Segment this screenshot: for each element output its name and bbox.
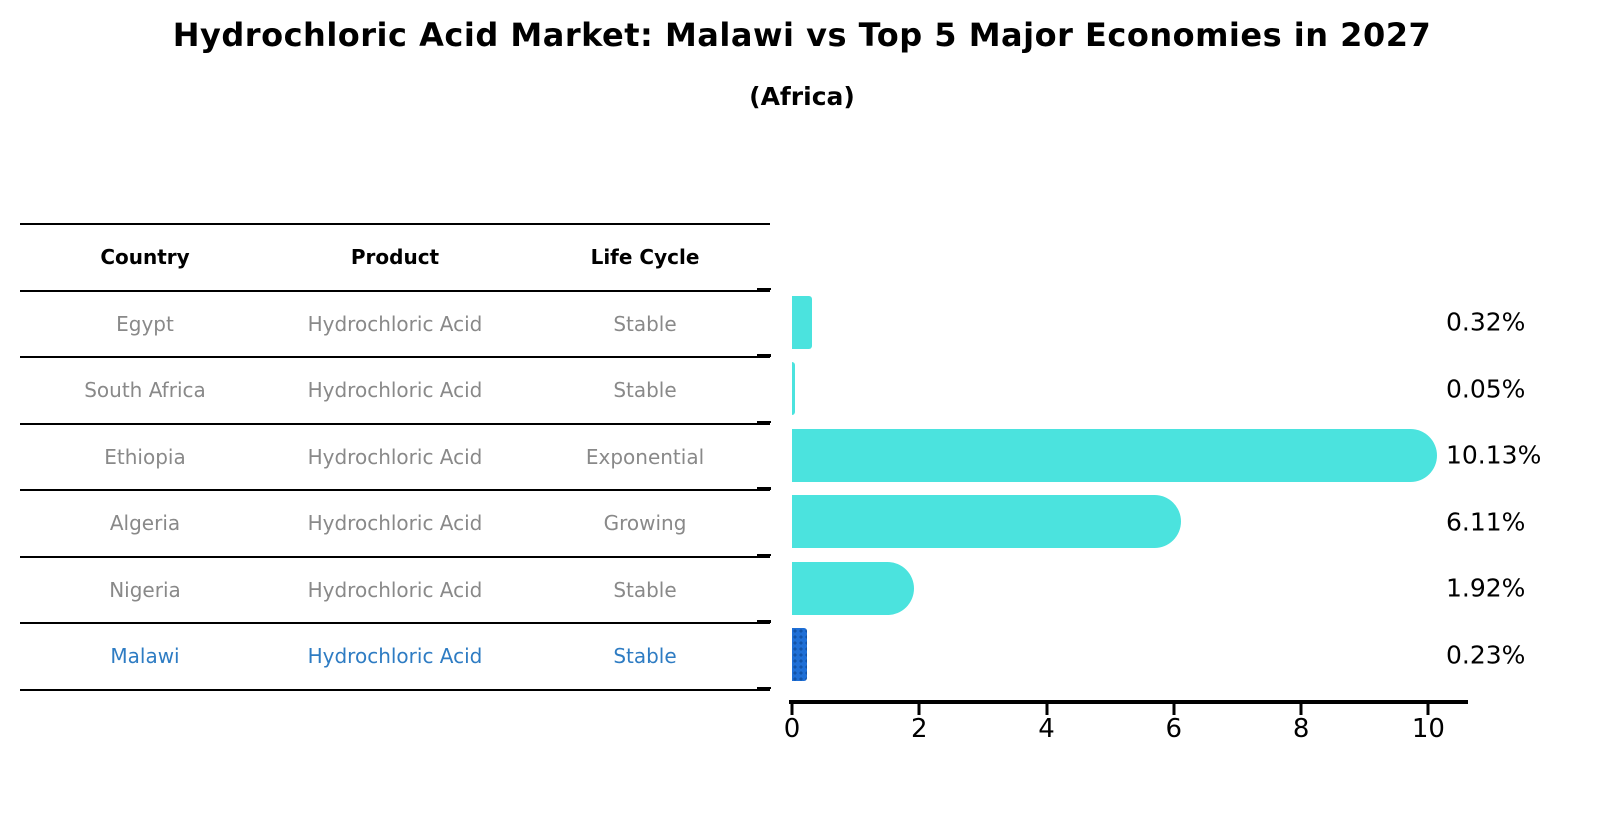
cell-country: Nigeria [109, 577, 181, 602]
table-row: Egypt Hydrochloric Acid Stable [20, 292, 770, 358]
bar-malawi [792, 628, 807, 682]
chart-title: Hydrochloric Acid Market: Malawi vs Top … [172, 16, 1432, 54]
cell-life-cycle: Exponential [585, 444, 705, 469]
header-country: Country [100, 245, 190, 270]
y-axis-tick [757, 620, 771, 623]
x-axis-tick [917, 703, 921, 715]
cell-country: Algeria [109, 511, 181, 536]
x-axis-tick [1172, 703, 1176, 715]
x-axis-tick-label: 8 [1292, 714, 1310, 744]
bar-egypt [792, 295, 813, 349]
cell-product: Hydrochloric Acid [307, 644, 483, 669]
cell-life-cycle: Stable [613, 577, 677, 602]
x-axis-line [789, 700, 1468, 704]
x-axis-tick [1045, 703, 1049, 715]
cell-product: Hydrochloric Acid [307, 378, 483, 403]
cell-product: Hydrochloric Acid [307, 444, 483, 469]
value-label-nigeria: 1.92% [1446, 573, 1526, 603]
y-axis-tick [757, 420, 771, 424]
bar-algeria [792, 495, 1181, 549]
value-label-egypt: 0.32% [1446, 307, 1526, 337]
value-label-malawi: 0.23% [1446, 640, 1526, 670]
y-axis-tick [757, 686, 771, 690]
x-axis-tick [1299, 703, 1303, 715]
chart-subtitle: (Africa) [749, 82, 855, 111]
table-header-row: Country Product Life Cycle [20, 225, 770, 292]
x-axis-tick-label: 0 [783, 714, 801, 744]
bar-nigeria [792, 561, 915, 615]
bar-south-africa [792, 362, 796, 416]
header-life-cycle: Life Cycle [590, 245, 700, 270]
table-row: Ethiopia Hydrochloric Acid Exponential [20, 425, 770, 491]
cell-life-cycle: Stable [613, 644, 677, 669]
value-label-south-africa: 0.05% [1446, 374, 1526, 404]
cell-life-cycle: Growing [603, 511, 687, 536]
y-axis-tick [757, 287, 771, 291]
cell-product: Hydrochloric Acid [307, 311, 483, 336]
cell-product: Hydrochloric Acid [307, 511, 483, 536]
y-axis-tick [757, 553, 771, 557]
x-axis-tick-label: 2 [910, 714, 928, 744]
table-row: Nigeria Hydrochloric Acid Stable [20, 558, 770, 624]
x-axis-tick-label: 6 [1165, 714, 1183, 744]
y-axis-tick [757, 487, 771, 490]
x-axis-tick [790, 703, 794, 715]
country-table: Country Product Life Cycle Egypt Hydroch… [20, 223, 770, 691]
cell-product: Hydrochloric Acid [307, 577, 483, 602]
header-product: Product [350, 245, 440, 270]
cell-country: Egypt [116, 311, 174, 336]
value-label-ethiopia: 10.13% [1446, 440, 1542, 470]
table-row-malawi: Malawi Hydrochloric Acid Stable [20, 624, 770, 691]
bar-ethiopia [792, 428, 1437, 482]
table-row: South Africa Hydrochloric Acid Stable [20, 358, 770, 425]
x-axis-tick [1426, 703, 1430, 715]
cell-country: South Africa [84, 378, 206, 403]
cell-country: Malawi [110, 644, 180, 669]
value-label-algeria: 6.11% [1446, 507, 1526, 537]
x-axis-tick-label: 4 [1038, 714, 1055, 744]
cell-life-cycle: Stable [613, 311, 677, 336]
cell-country: Ethiopia [104, 444, 186, 469]
y-axis-tick [757, 354, 771, 357]
x-axis-tick-label: 10 [1411, 714, 1445, 744]
cell-life-cycle: Stable [613, 378, 677, 403]
table-row: Algeria Hydrochloric Acid Growing [20, 491, 770, 558]
